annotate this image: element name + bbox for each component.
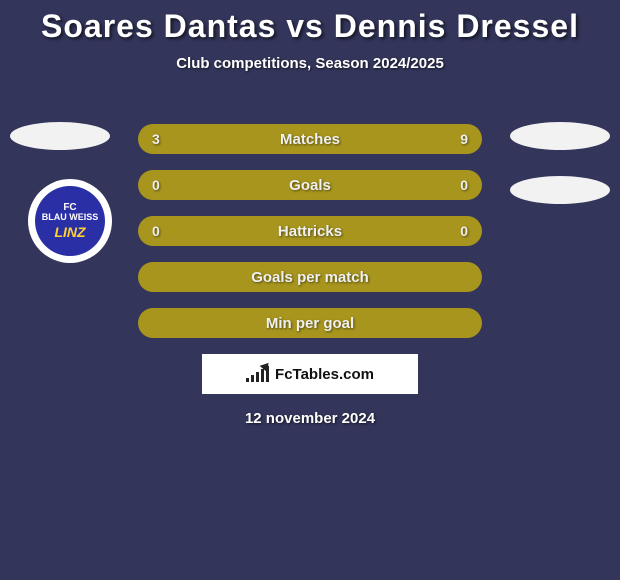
- stat-left-value: 3: [152, 131, 160, 147]
- logo-line3: LINZ: [54, 225, 85, 240]
- club-left-logo: FC BLAU WEISS LINZ: [20, 178, 120, 264]
- stat-label: Hattricks: [278, 223, 342, 240]
- attribution-text: FcTables.com: [275, 366, 374, 383]
- stat-label: Goals: [289, 177, 331, 194]
- club-right-placeholder: [510, 176, 610, 204]
- attribution-box: FcTables.com: [202, 354, 418, 394]
- stat-row-matches: 3 Matches 9: [138, 124, 482, 154]
- stat-label: Goals per match: [251, 269, 369, 286]
- stat-right-value: 0: [460, 177, 468, 193]
- player-right-placeholder: [510, 122, 610, 150]
- chart-icon: [246, 366, 269, 382]
- stat-left-value: 0: [152, 223, 160, 239]
- stat-right-value: 9: [460, 131, 468, 147]
- stat-label: Min per goal: [266, 315, 354, 332]
- stat-row-hattricks: 0 Hattricks 0: [138, 216, 482, 246]
- stat-row-goals-per-match: Goals per match: [138, 262, 482, 292]
- player-left-placeholder: [10, 122, 110, 150]
- stat-left-value: 0: [152, 177, 160, 193]
- stats-area: 3 Matches 9 0 Goals 0 0 Hattricks 0 Goal…: [138, 124, 482, 354]
- logo-line2: BLAU WEISS: [42, 213, 99, 222]
- page-title: Soares Dantas vs Dennis Dressel: [0, 8, 620, 45]
- title-bar: Soares Dantas vs Dennis Dressel: [0, 0, 620, 45]
- logo-outer-circle: FC BLAU WEISS LINZ: [28, 179, 112, 263]
- subtitle: Club competitions, Season 2024/2025: [0, 55, 620, 72]
- logo-inner-circle: FC BLAU WEISS LINZ: [35, 186, 105, 256]
- stat-right-value: 0: [460, 223, 468, 239]
- date-text: 12 november 2024: [0, 410, 620, 427]
- stat-row-goals: 0 Goals 0: [138, 170, 482, 200]
- stat-label: Matches: [280, 131, 340, 148]
- stat-row-min-per-goal: Min per goal: [138, 308, 482, 338]
